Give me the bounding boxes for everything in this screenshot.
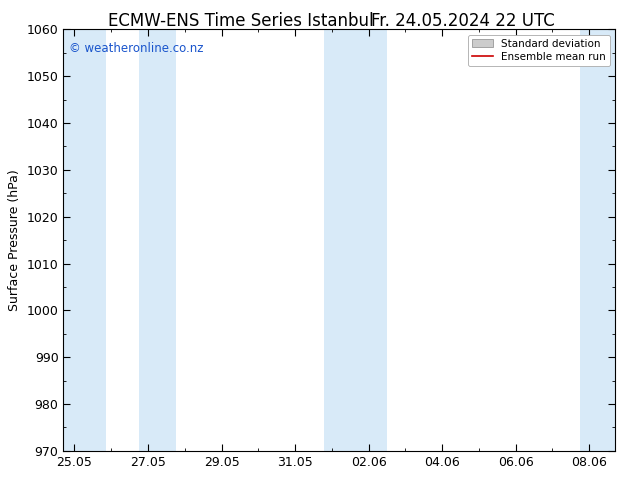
Text: © weatheronline.co.nz: © weatheronline.co.nz — [69, 42, 204, 55]
Bar — [63, 29, 106, 451]
Text: ECMW-ENS Time Series Istanbul: ECMW-ENS Time Series Istanbul — [108, 12, 373, 30]
Y-axis label: Surface Pressure (hPa): Surface Pressure (hPa) — [8, 169, 21, 311]
Bar — [580, 29, 615, 451]
Text: Fr. 24.05.2024 22 UTC: Fr. 24.05.2024 22 UTC — [371, 12, 555, 30]
Legend: Standard deviation, Ensemble mean run: Standard deviation, Ensemble mean run — [467, 35, 610, 66]
Bar — [139, 29, 176, 451]
Bar — [325, 29, 387, 451]
